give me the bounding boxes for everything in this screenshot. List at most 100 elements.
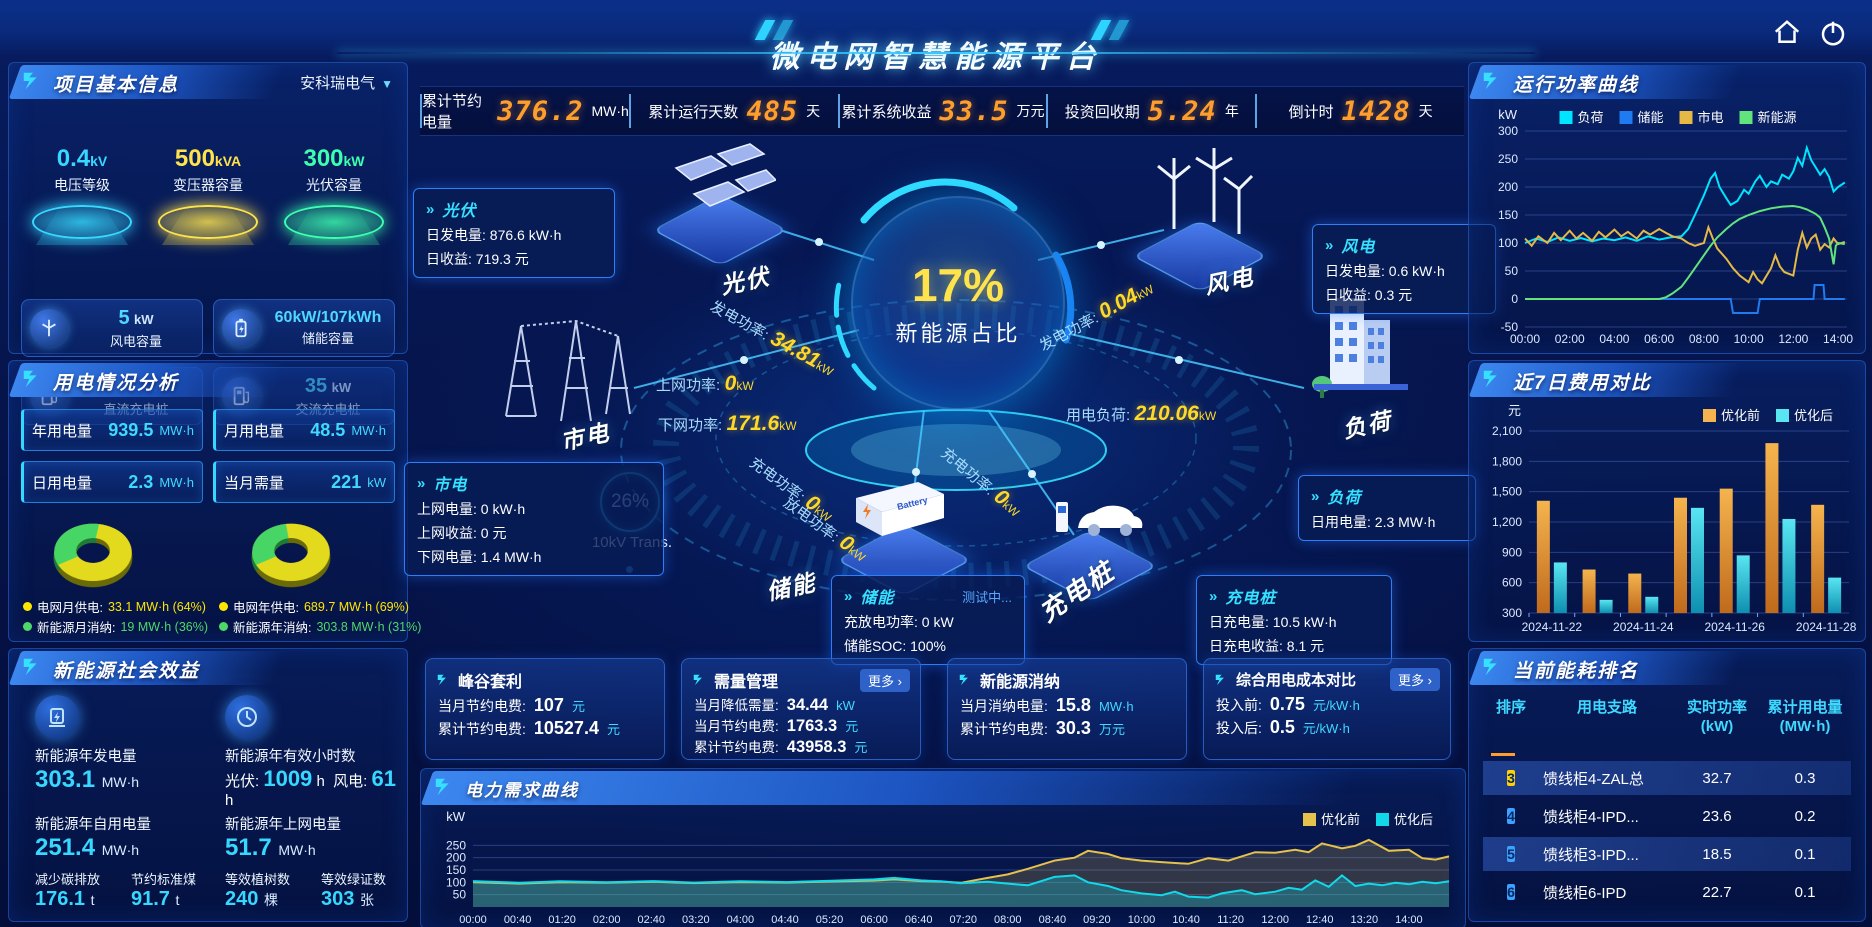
chevron-right-icon: »	[1325, 236, 1334, 254]
svg-text:100: 100	[1498, 236, 1518, 250]
company-dropdown[interactable]: 安科瑞电气 ▼	[300, 72, 393, 93]
company-name: 安科瑞电气	[300, 75, 376, 92]
card-row-unit: 元/kW·h	[1302, 721, 1350, 736]
wind-turbines-icon	[1157, 148, 1254, 234]
legend-value: 303.8 MW·h (31%)	[316, 619, 422, 634]
legend-value: 33.1 MW·h (64%)	[107, 599, 206, 614]
panel-title: 用电情况分析	[53, 373, 180, 394]
more-button[interactable]: 更多 ›	[860, 668, 910, 692]
box-row-value: 8.1 元	[1286, 638, 1325, 654]
card-row-key: 当月节约电费:	[694, 719, 779, 734]
panel-corner-icon	[1483, 658, 1497, 676]
legend-dot-green	[23, 622, 32, 631]
svg-text:150: 150	[1498, 208, 1518, 222]
wind-info-box: » 风电 日发电量: 0.6 kW·h 日收益: 0.3 元	[1312, 224, 1496, 314]
svg-text:10:00: 10:00	[1734, 332, 1764, 345]
stat-unit: MW·h	[351, 422, 386, 438]
card-peak-valley-arbitrage: 峰谷套利 当月节约电费: 107 元 累计节约电费: 10527.4 元	[425, 658, 665, 760]
svg-text:kW: kW	[1498, 107, 1518, 122]
holo-unit: kW	[343, 153, 365, 169]
stat-label: 日用电量	[32, 474, 93, 492]
holo-cone	[162, 201, 254, 245]
box-row-key: 日充电量:	[1209, 614, 1269, 630]
card-title: 需量管理	[714, 674, 779, 691]
holo-voltage: 0.4kV 电压等级	[23, 145, 141, 245]
realtime-power: 32.7	[1702, 769, 1732, 787]
ev-charger-icon	[1056, 502, 1143, 536]
card-row-value: 0.75	[1269, 694, 1305, 714]
stat-month-energy: 月用电量 48.5 MW·h	[213, 409, 395, 451]
card-row-value: 15.8	[1055, 695, 1091, 715]
kpi-unit: MW·h	[591, 103, 629, 119]
tile-value: 60kW/107kWh	[274, 309, 382, 326]
svg-text:负荷: 负荷	[1578, 110, 1604, 125]
benefit-unit: t	[175, 892, 180, 908]
svg-text:优化后: 优化后	[1794, 408, 1833, 423]
panel-run-power-curve: 运行功率曲线 kW -50 0 50 100 150 200 250 300 00:00 02:00…	[1468, 62, 1866, 354]
stat-year-energy: 年用电量 939.5 MW·h	[21, 409, 203, 451]
kpi-saved-energy: 累计节约电量 376.2 MW·h	[420, 93, 629, 131]
panel-header: 近7日费用对比	[1468, 361, 1865, 399]
benefit-unit: 张	[359, 892, 374, 908]
ranking-row[interactable]: 3 馈线柜4-ZAL总 32.7 0.3	[1483, 761, 1851, 795]
benefit-value: 240	[225, 888, 259, 910]
benefit-unit: 棵	[263, 892, 278, 908]
card-row-key: 累计节约电费:	[438, 721, 526, 737]
home-icon[interactable]	[1772, 18, 1802, 48]
chevron-right-icon: »	[417, 474, 426, 492]
svg-text:12:40: 12:40	[1306, 914, 1334, 925]
power-icon[interactable]	[1818, 18, 1848, 48]
card-row-key: 当月消纳电量:	[960, 698, 1048, 714]
card-corner-icon	[1215, 674, 1224, 685]
ranking-table-header: 排序 用电支路 实时功率 (kW) 累计用电量 (MW·h)	[1483, 699, 1851, 737]
stat-label: 年用电量	[32, 422, 93, 440]
legend-grid-month: 电网月供电: 33.1 MW·h (64%)	[23, 597, 206, 616]
benefit-label: 等效绿证数	[321, 872, 387, 887]
stat-unit: MW·h	[159, 422, 194, 438]
battery-container-icon: Battery	[856, 482, 944, 536]
svg-text:06:00: 06:00	[1644, 332, 1674, 345]
svg-text:300: 300	[1502, 606, 1522, 620]
svg-text:04:00: 04:00	[727, 914, 755, 925]
card-row-unit: kW	[836, 698, 855, 713]
page-title: 微电网智慧能源平台	[769, 41, 1103, 75]
card-row-unit: MW·h	[1098, 699, 1134, 714]
card-row-key: 当月节约电费:	[438, 698, 526, 714]
total-energy: 0.1	[1794, 845, 1816, 863]
box-row-value: 719.3 元	[475, 251, 529, 267]
legend-label: 新能源月消纳:	[37, 621, 116, 635]
card-row-value: 0.5	[1269, 717, 1295, 737]
col-rank: 排序	[1495, 699, 1526, 716]
holo-label: 光伏容量	[306, 177, 362, 193]
run-power-chart: kW -50 0 50 100 150 200 250 300 00:00 02:00 04:00 06…	[1479, 105, 1857, 346]
benefit-value: 91.7	[131, 888, 170, 910]
svg-text:12:00: 12:00	[1778, 332, 1808, 345]
card-demand-management: 需量管理 更多 › 当月降低需量: 34.44 kW 当月节约电费: 1763.3 元 累…	[681, 658, 921, 760]
panel-renewable-benefits: 新能源社会效益 新能源年发电量 303.1 MW·h 新能源年有效小时数 光伏:…	[8, 648, 408, 922]
card-row-key: 累计节约电费:	[694, 740, 779, 755]
card-title: 新能源消纳	[980, 674, 1061, 691]
more-button[interactable]: 更多 ›	[1390, 668, 1440, 691]
svg-text:06:40: 06:40	[905, 914, 933, 925]
benefit-value: 251.4	[35, 834, 96, 861]
svg-text:08:40: 08:40	[1039, 914, 1067, 925]
box-row-value: 0 元	[480, 525, 507, 541]
svg-text:06:00: 06:00	[860, 914, 888, 925]
ranking-row[interactable]: 4 馈线柜4-IPD... 23.6 0.2	[1483, 799, 1851, 833]
card-row-value: 1763.3	[786, 717, 838, 735]
svg-text:2024-11-24: 2024-11-24	[1613, 620, 1674, 634]
legend-dot-yellow	[23, 602, 32, 611]
ranking-row[interactable]: 6 馈线柜6-IPD 22.7 0.1	[1483, 875, 1851, 909]
benefit-label: 新能源年有效小时数	[225, 749, 356, 765]
svg-text:04:00: 04:00	[1599, 332, 1629, 345]
kpi-value: 376.2	[497, 95, 584, 127]
svg-text:00:00: 00:00	[1510, 332, 1540, 345]
holo-pv-capacity: 300kW 光伏容量	[275, 145, 393, 245]
svg-text:新能源: 新能源	[1758, 110, 1797, 125]
ranking-row[interactable]: 5 馈线柜3-IPD... 18.5 0.1	[1483, 837, 1851, 871]
svg-text:250: 250	[1498, 152, 1518, 166]
legend-renewable-month: 新能源月消纳: 19 MW·h (36%)	[23, 617, 208, 636]
svg-text:250: 250	[446, 838, 466, 852]
benefit-wind-value: 61	[371, 766, 396, 791]
tile-wind-capacity: 5 kW 风电容量	[21, 299, 203, 357]
